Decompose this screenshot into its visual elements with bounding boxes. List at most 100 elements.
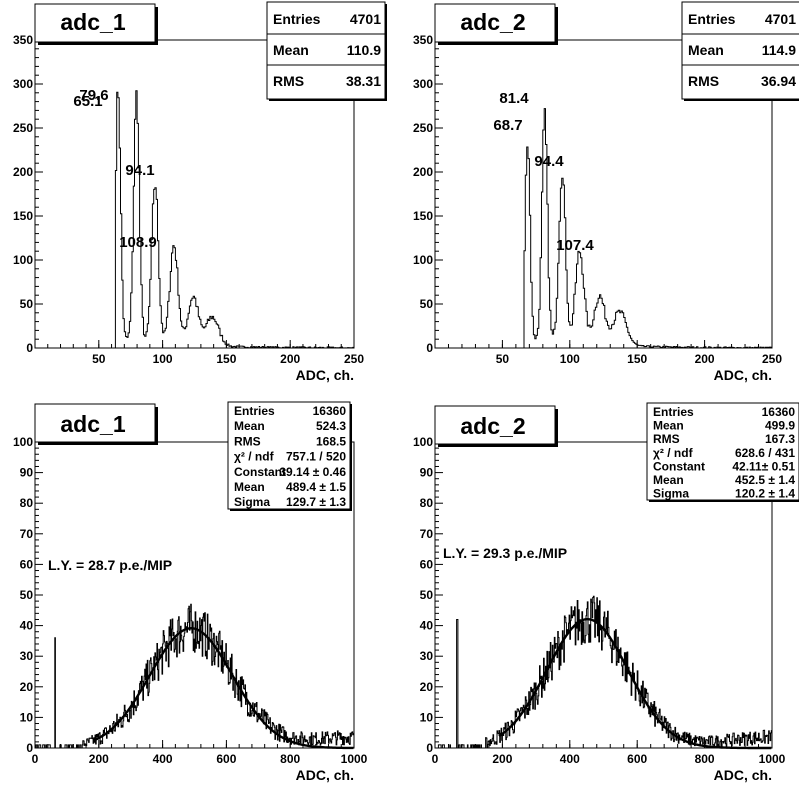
stats-label: Mean (653, 419, 684, 433)
stats-value: 628.6 / 431 (735, 446, 795, 460)
x-tick-label: 200 (280, 352, 300, 366)
title-box (434, 405, 556, 445)
light-yield-annotation: L.Y. = 29.3 p.e./MIP (443, 545, 567, 561)
stats-value: 36.94 (761, 73, 796, 89)
y-tick-label: 100 (13, 253, 33, 267)
stats-value: 39.14 ± 0.46 (279, 465, 346, 479)
x-tick-label: 600 (216, 752, 236, 766)
y-tick-label: 10 (420, 710, 434, 724)
histogram-line (435, 108, 773, 349)
stats-box (227, 401, 351, 510)
x-tick-label: 150 (627, 352, 647, 366)
x-tick-label: 1000 (341, 752, 368, 766)
y-tick-label: 100 (413, 435, 433, 449)
y-tick-label: 200 (413, 165, 433, 179)
stats-label: Entries (688, 11, 736, 27)
x-tick-label: 100 (153, 352, 173, 366)
gaussian-fit-curve (498, 618, 772, 750)
stats-label: Constant (653, 459, 705, 473)
x-tick-label: 50 (92, 352, 106, 366)
x-tick-label: 800 (280, 752, 300, 766)
stats-value: 452.5 ± 1.4 (735, 473, 795, 487)
x-tick-label: 0 (432, 752, 439, 766)
y-tick-label: 10 (20, 710, 34, 724)
y-tick-label: 200 (13, 165, 33, 179)
stats-value: 114.9 (762, 42, 796, 58)
peak-label: 94.4 (534, 153, 564, 170)
y-tick-label: 20 (420, 680, 434, 694)
stats-value: 4701 (765, 11, 796, 27)
x-tick-label: 800 (695, 752, 715, 766)
stats-box (681, 1, 799, 100)
stats-value: 499.9 (765, 419, 795, 433)
x-tick-label: 100 (560, 352, 580, 366)
stats-value: 110.9 (347, 42, 381, 58)
x-tick-label: 200 (89, 752, 109, 766)
stats-box (266, 1, 386, 100)
chart-title: adc_2 (460, 9, 525, 35)
stats-label: Mean (234, 480, 265, 494)
x-axis-label: ADC, ch. (296, 767, 354, 783)
peak-label: 107.4 (556, 237, 594, 254)
histogram-line (34, 603, 355, 749)
title-box (34, 403, 156, 443)
x-tick-label: 400 (560, 752, 580, 766)
light-yield-annotation: L.Y. = 28.7 p.e./MIP (48, 557, 172, 573)
stats-label: RMS (688, 73, 719, 89)
y-tick-label: 50 (20, 297, 34, 311)
stats-value: 120.2 ± 1.4 (735, 487, 795, 501)
y-tick-label: 350 (13, 33, 33, 47)
stats-value: 38.31 (346, 73, 381, 89)
y-tick-label: 150 (413, 209, 433, 223)
y-tick-label: 80 (20, 496, 34, 510)
y-tick-label: 100 (13, 435, 33, 449)
stats-label: Sigma (234, 495, 270, 509)
stats-label: Entries (653, 405, 694, 419)
histogram-line (435, 595, 773, 749)
x-axis-label: ADC, ch. (714, 367, 772, 383)
x-tick-label: 1000 (759, 752, 786, 766)
y-tick-label: 150 (13, 209, 33, 223)
x-tick-label: 50 (496, 352, 510, 366)
x-tick-label: 200 (695, 352, 715, 366)
y-tick-label: 250 (413, 121, 433, 135)
peak-label: 108.9 (119, 234, 157, 251)
peak-label: 68.7 (493, 117, 522, 134)
y-tick-label: 60 (420, 557, 434, 571)
stats-value: 4701 (350, 11, 381, 27)
x-tick-label: 250 (762, 352, 782, 366)
y-tick-label: 40 (420, 619, 434, 633)
stats-label: RMS (234, 434, 261, 448)
stats-value: 42.11± 0.51 (732, 459, 795, 473)
stats-value: 168.5 (316, 434, 346, 448)
y-tick-label: 20 (20, 680, 34, 694)
stats-label: χ² / ndf (653, 446, 694, 460)
y-tick-label: 30 (420, 649, 434, 663)
stats-label: χ² / ndf (234, 450, 275, 464)
y-tick-label: 80 (420, 496, 434, 510)
stats-label: Mean (273, 42, 309, 58)
y-tick-label: 300 (413, 77, 433, 91)
stats-label: RMS (273, 73, 304, 89)
peak-label: 79.6 (79, 87, 108, 104)
stats-value: 16360 (762, 405, 796, 419)
title-box (434, 3, 556, 43)
y-tick-label: 90 (420, 466, 434, 480)
stats-value: 129.7 ± 1.3 (286, 495, 346, 509)
y-tick-label: 30 (20, 649, 34, 663)
stats-label: RMS (653, 432, 680, 446)
stats-value: 524.3 (316, 419, 346, 433)
chart-title: adc_1 (60, 411, 125, 437)
y-tick-label: 50 (420, 588, 434, 602)
y-tick-label: 350 (413, 33, 433, 47)
y-tick-label: 50 (420, 297, 434, 311)
x-tick-label: 600 (627, 752, 647, 766)
stats-label: Mean (234, 419, 265, 433)
stats-value: 489.4 ± 1.5 (286, 480, 346, 494)
y-tick-label: 60 (20, 557, 34, 571)
y-tick-label: 0 (26, 741, 33, 755)
y-tick-label: 0 (26, 341, 33, 355)
